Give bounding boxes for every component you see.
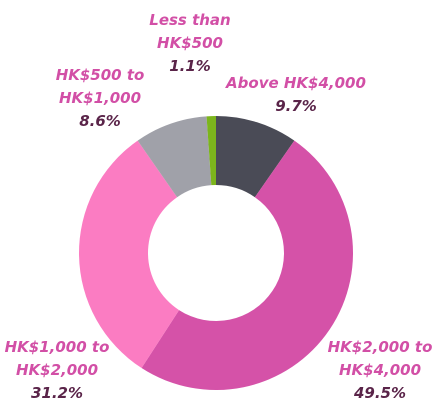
value-label: 31.2%: [30, 384, 84, 402]
slice-label: HK$1,000 to HK$2,000 31.2%: [2, 336, 112, 405]
value-label: 49.5%: [353, 384, 407, 402]
value-label: 9.7%: [275, 97, 317, 115]
category-label: HK$500 to HK$1,000: [55, 66, 145, 107]
value-label: 1.1%: [169, 57, 211, 75]
category-label: Less than HK$500: [149, 11, 231, 52]
slice: [141, 140, 353, 390]
category-label: HK$1,000 to HK$2,000: [4, 338, 110, 379]
slice: [206, 116, 216, 186]
slice-label: HK$2,000 to HK$4,000 49.5%: [325, 336, 432, 405]
value-label: 8.6%: [79, 112, 121, 130]
category-label: HK$2,000 to HK$4,000: [327, 338, 432, 379]
slice: [79, 140, 180, 369]
slice-label: Above HK$4,000 9.7%: [221, 72, 371, 118]
slice-label: HK$500 to HK$1,000 8.6%: [50, 64, 150, 133]
slice-label: Less than HK$500 1.1%: [140, 9, 240, 78]
category-label: Above HK$4,000: [226, 74, 366, 92]
slice: [137, 116, 212, 198]
slice: [216, 116, 295, 198]
